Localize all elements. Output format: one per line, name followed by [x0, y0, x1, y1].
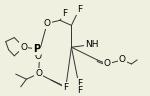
Text: F: F: [77, 5, 82, 14]
Text: NH: NH: [85, 40, 98, 49]
Text: P: P: [33, 44, 40, 54]
Text: F: F: [77, 86, 83, 95]
Text: F: F: [63, 83, 68, 92]
Text: O: O: [104, 59, 111, 68]
Text: O: O: [119, 55, 126, 64]
Text: O: O: [20, 43, 27, 52]
Text: O: O: [34, 52, 41, 61]
Text: F: F: [62, 9, 68, 18]
Text: F: F: [77, 79, 82, 88]
Text: O: O: [35, 69, 42, 78]
Text: O: O: [44, 19, 51, 28]
